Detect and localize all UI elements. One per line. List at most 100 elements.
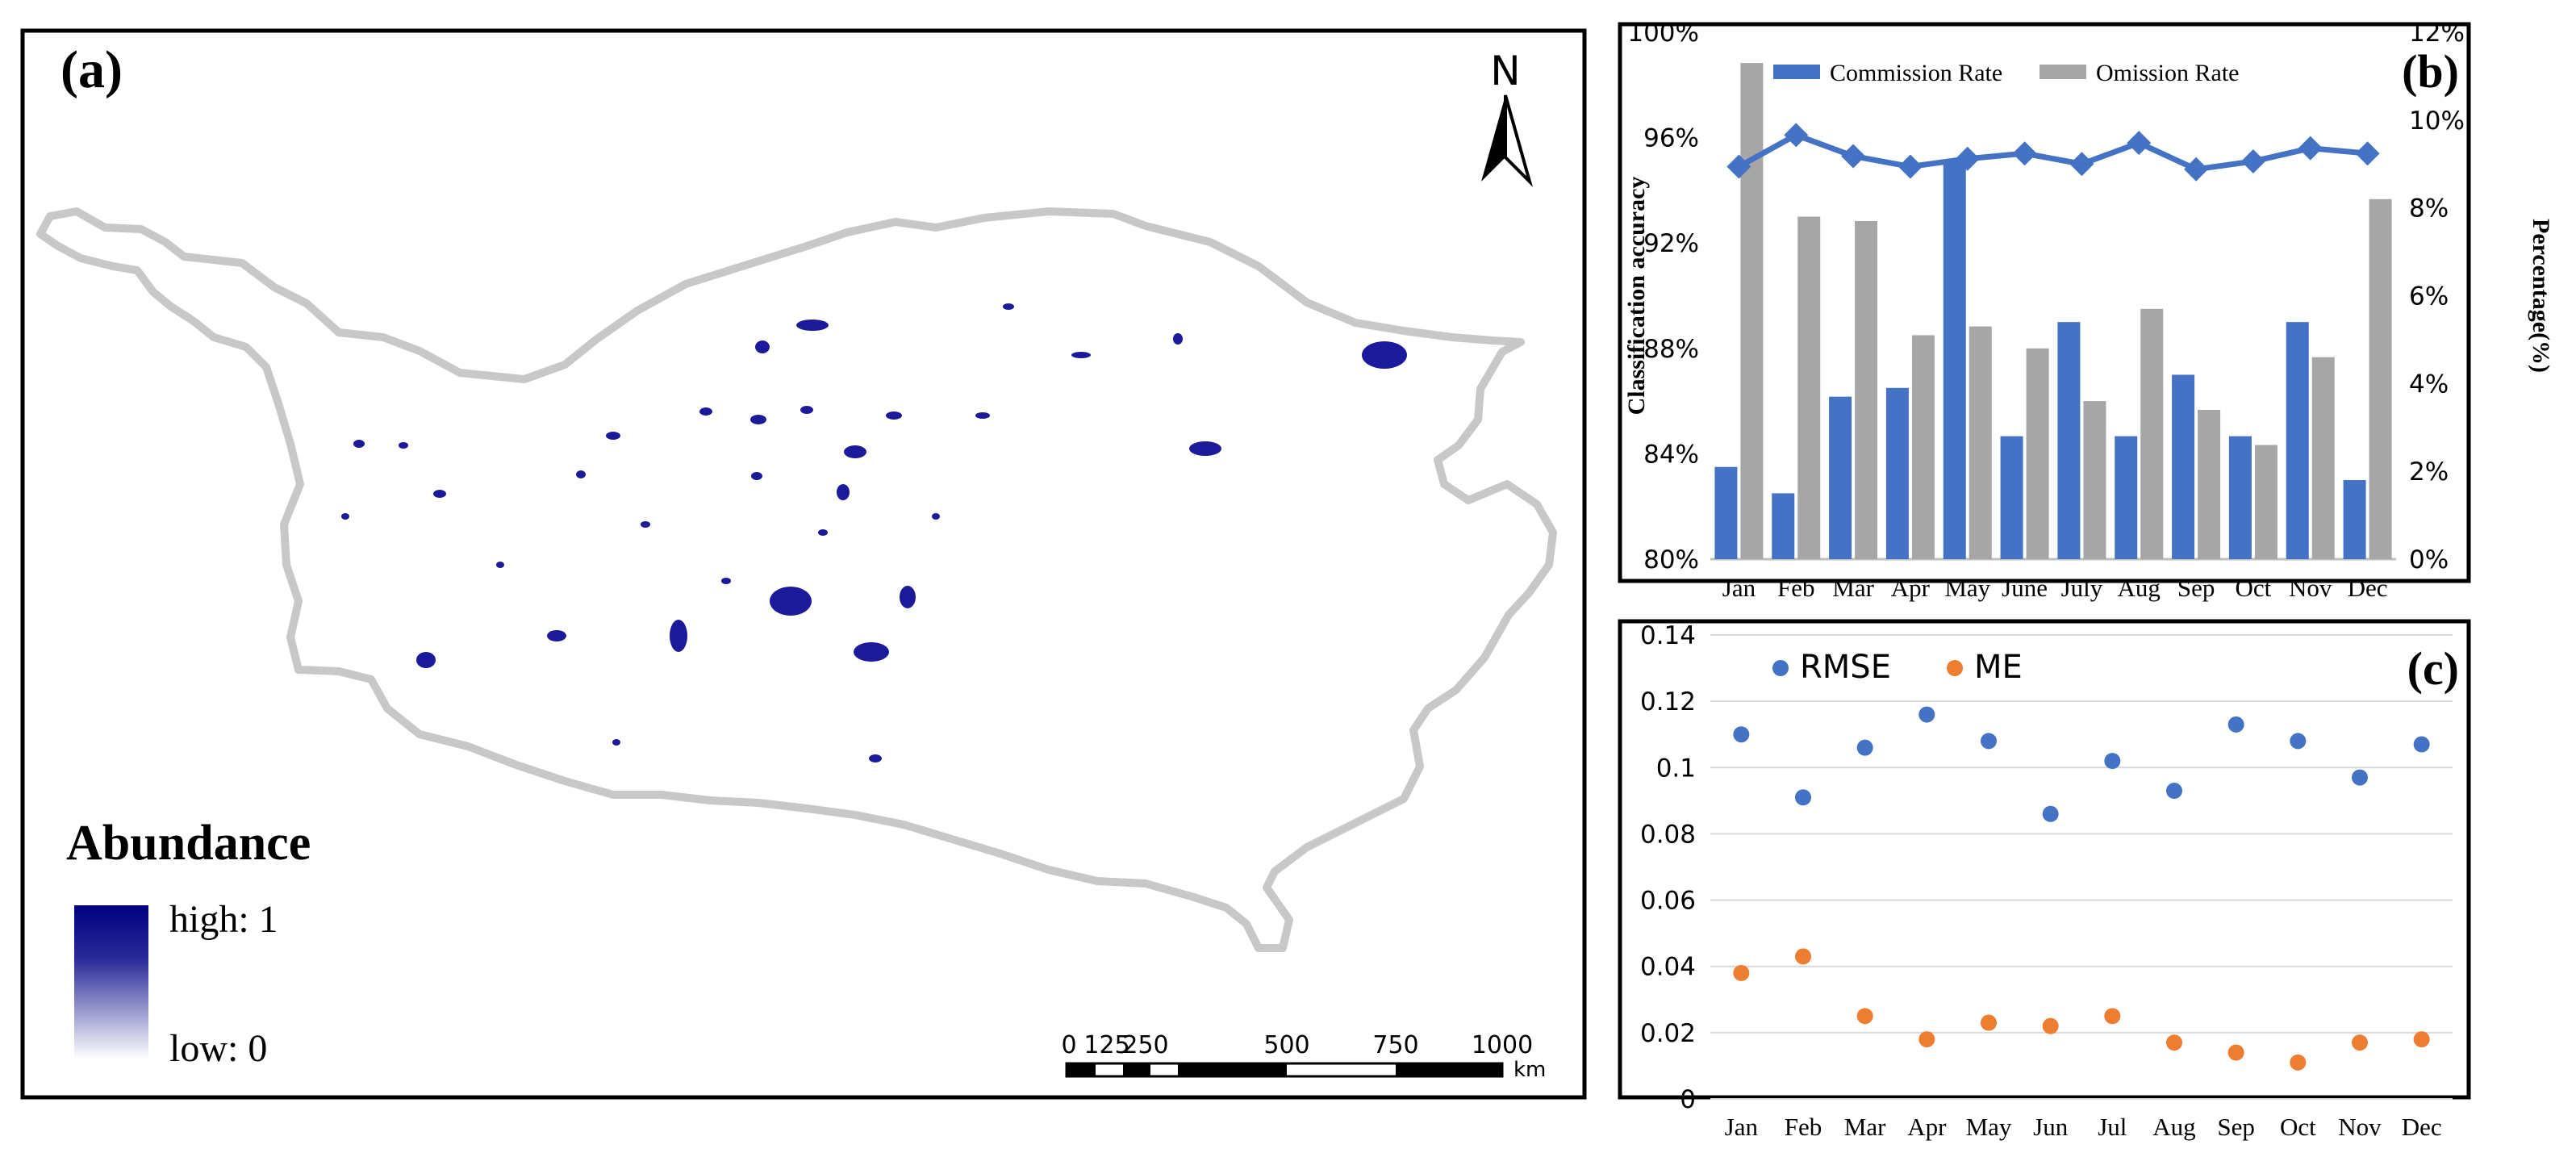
- x-tick-mar: Mar: [1844, 1113, 1886, 1141]
- bar-omission-rate-feb: [1797, 216, 1821, 559]
- scale-tick-500: 500: [1263, 1031, 1309, 1059]
- scale-bar-segment: [1123, 1063, 1150, 1076]
- point-rmse-oct: [2290, 733, 2307, 750]
- point-rmse-may: [1981, 733, 1997, 750]
- lake: [751, 472, 762, 480]
- bar-omission-rate-jan: [1740, 63, 1764, 559]
- x-tick-apr: Apr: [1907, 1113, 1947, 1141]
- point-me-sep: [2227, 1044, 2244, 1061]
- lake: [1362, 341, 1407, 369]
- x-tick-may: May: [1966, 1113, 2012, 1141]
- bar-omission-rate-dec: [2369, 198, 2392, 560]
- x-tick-aug: Aug: [2118, 574, 2161, 602]
- x-tick-jul: Jul: [2098, 1113, 2127, 1141]
- panel-b-plot: 80% 84% 88% 92% 96% 100% 0% 2% 4% 6% 8% 10% 12% Class…: [1623, 19, 2554, 602]
- bar-omission-rate-nov: [2311, 357, 2335, 559]
- scale-bar-segment: [1067, 1063, 1096, 1076]
- lake: [975, 412, 990, 419]
- point-rmse-nov: [2352, 769, 2368, 786]
- x-tick-jan: Jan: [1722, 574, 1756, 602]
- y2-tick-label: 12%: [2409, 19, 2465, 48]
- point-me-feb: [1795, 948, 1811, 965]
- x-tick-jun: Jun: [2033, 1113, 2069, 1141]
- y2-tick-label: 4%: [2409, 370, 2449, 399]
- x-tick-nov: Nov: [2338, 1113, 2382, 1141]
- x-tick-feb: Feb: [1777, 574, 1815, 602]
- lake: [869, 754, 882, 762]
- y-tick-label: 0.08: [1640, 820, 1696, 849]
- north-arrow-right-icon: [1504, 94, 1533, 187]
- y-tick-label: 0.14: [1640, 621, 1696, 650]
- y2-tick-label: 6%: [2409, 282, 2449, 311]
- y2-tick-label: 8%: [2409, 194, 2449, 223]
- scale-tick-1000: 1000: [1472, 1031, 1533, 1059]
- y-tick-label: 80%: [1643, 545, 1699, 574]
- legend-title: Abundance: [66, 816, 311, 871]
- y-tick-label: 0.12: [1640, 687, 1696, 716]
- x-tick-apr: Apr: [1891, 574, 1931, 602]
- north-arrow-left-icon: [1481, 95, 1505, 182]
- bar-omission-rate-sep: [2198, 409, 2221, 559]
- y-tick-label: 84%: [1643, 440, 1699, 469]
- x-tick-dec: Dec: [2348, 574, 2388, 602]
- panel-c-label: (c): [2407, 642, 2459, 695]
- point-me-oct: [2290, 1054, 2307, 1071]
- lake: [606, 432, 620, 440]
- panel-b-label: (b): [2402, 45, 2459, 98]
- lake: [496, 562, 504, 568]
- point-rmse-jul: [2104, 753, 2121, 770]
- lake: [900, 586, 916, 608]
- lake: [844, 445, 866, 458]
- marker-classification-accuracy-feb: [1784, 123, 1809, 148]
- point-me-mar: [1856, 1008, 1873, 1025]
- point-rmse-jun: [2042, 805, 2059, 822]
- scale-bar-segment: [1178, 1063, 1287, 1076]
- lake: [755, 340, 770, 353]
- bar-omission-rate-june: [2026, 348, 2049, 559]
- point-rmse-apr: [1918, 706, 1935, 723]
- panel-c-plot: 0 0.02 0.04 0.06 0.08 0.1 0.12 0.14 Jan Feb Mar Apr…: [1640, 621, 2459, 1141]
- legend-marker-me: [1947, 660, 1963, 676]
- lake: [1071, 352, 1091, 358]
- lake: [770, 587, 812, 616]
- point-rmse-jan: [1733, 726, 1750, 743]
- x-tick-dec: Dec: [2402, 1113, 2442, 1141]
- x-tick-feb: Feb: [1785, 1113, 1822, 1141]
- scale-tick-750: 750: [1372, 1031, 1418, 1059]
- legend-low-label: low: 0: [169, 1027, 267, 1070]
- lake: [399, 442, 408, 449]
- lake: [750, 415, 766, 424]
- x-tick-oct: Oct: [2236, 574, 2272, 602]
- north-arrow: N: [1481, 48, 1533, 187]
- y-tick-label: 0.02: [1640, 1019, 1696, 1048]
- y-tick-label: 0.1: [1656, 754, 1696, 783]
- marker-classification-accuracy-dec: [2355, 141, 2380, 166]
- lake: [433, 490, 446, 498]
- lake: [699, 407, 712, 416]
- bar-commission-rate-sep: [2172, 374, 2195, 559]
- marker-classification-accuracy-apr: [1898, 154, 1923, 179]
- panel-a-label: (a): [61, 40, 123, 99]
- y-tick-label: 88%: [1643, 335, 1699, 364]
- marker-classification-accuracy-may: [1955, 146, 1980, 171]
- y-tick-label: 0: [1680, 1085, 1696, 1114]
- bar-commission-rate-aug: [2115, 436, 2138, 559]
- legend-label-commission-rate: Commission Rate: [1830, 60, 2002, 86]
- lake: [416, 652, 436, 668]
- y-tick-label: 92%: [1643, 229, 1699, 258]
- point-rmse-feb: [1795, 789, 1811, 806]
- lake: [1003, 303, 1014, 310]
- bar-omission-rate-mar: [1855, 220, 1878, 559]
- lake: [837, 484, 850, 500]
- bar-omission-rate-may: [1969, 326, 1992, 559]
- scale-unit: km: [1513, 1058, 1546, 1082]
- x-tick-june: June: [2002, 574, 2048, 602]
- x-tick-nov: Nov: [2289, 574, 2332, 602]
- scale-tick-0: 0: [1061, 1031, 1076, 1059]
- y-axis-label: Classification accuracy: [1623, 177, 1650, 416]
- lake: [932, 513, 940, 520]
- marker-classification-accuracy-oct: [2240, 148, 2265, 173]
